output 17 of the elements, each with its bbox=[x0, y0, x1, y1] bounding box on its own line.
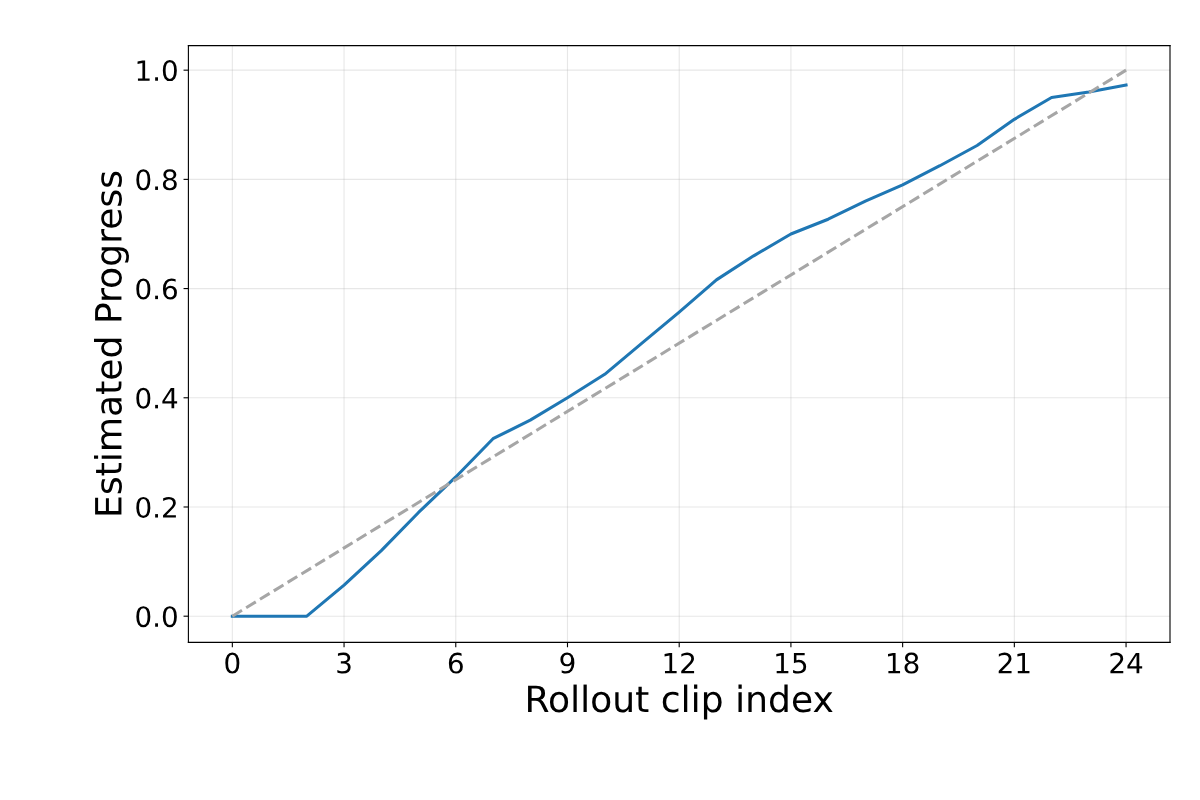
y-axis-title: Estimated Progress bbox=[94, 171, 129, 515]
x-tick-label: 9 bbox=[560, 652, 575, 674]
x-tick-label: 3 bbox=[337, 652, 351, 674]
y-tick-label: 0.4 bbox=[136, 387, 178, 409]
x-tick-label: 24 bbox=[1110, 652, 1143, 674]
y-tick-label: 0.8 bbox=[136, 169, 177, 191]
y-tick-label: 0.6 bbox=[136, 278, 177, 300]
x-tick-label: 12 bbox=[664, 652, 695, 674]
y-tick-label: 1.0 bbox=[137, 60, 177, 82]
x-tick-label: 0 bbox=[225, 652, 240, 674]
y-tick-label: 0.0 bbox=[136, 606, 177, 628]
x-axis-title: Rollout clip index bbox=[528, 684, 833, 720]
x-tick-label: 18 bbox=[888, 652, 919, 674]
y-tick-label: 0.2 bbox=[136, 496, 176, 518]
x-tick-label: 15 bbox=[776, 652, 807, 674]
x-tick-label: 6 bbox=[448, 652, 463, 674]
x-tick-label: 21 bbox=[998, 652, 1030, 674]
